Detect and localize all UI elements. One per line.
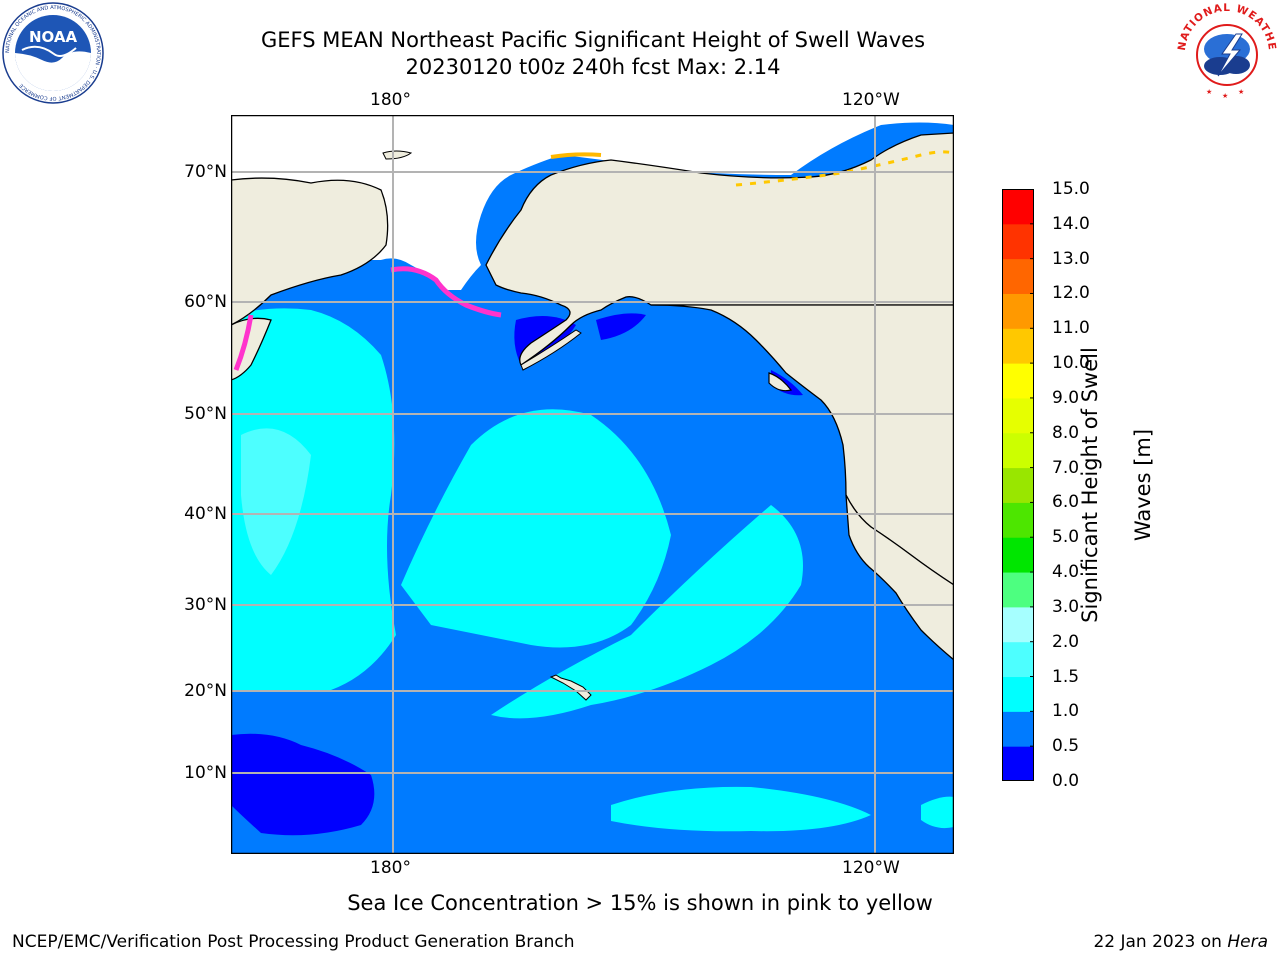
map-title: GEFS MEAN Northeast Pacific Significant … [260,28,926,52]
colorbar-segment [1002,293,1034,329]
swell-region-central-cyan [401,409,671,648]
colorbar-level-label: 9.0 [1052,387,1080,408]
colorbar-segment [1002,467,1034,503]
colorbar-segment [1002,223,1034,260]
colorbar-segment [1002,641,1034,678]
colorbar-level-label: 8.0 [1052,422,1080,443]
colorbar-segment [1002,363,1034,399]
lat-tick-70n: 70°N [184,162,227,182]
colorbar-level-label: 13.0 [1052,248,1090,269]
lon-tick-180-bottom: 180° [370,858,411,878]
graticule [231,115,954,854]
colorbar-level-label: 10.0 [1052,353,1090,374]
lon-tick-120w-bottom: 120°W [842,858,900,878]
svg-text:★: ★ [1206,88,1212,96]
swell-height-map [231,115,954,854]
colorbar-level-label: 7.0 [1052,457,1080,478]
lon-tick-120w-top: 120°W [842,90,900,110]
swell-region-southeast-cyan [491,505,803,719]
sea-ice-edge-chukchi [550,152,602,159]
noaa-logo: NATIONAL OCEANIC AND ATMOSPHERIC ADMINIS… [2,2,104,104]
footer-date-text: 22 Jan 2023 on [1093,932,1228,952]
colorbar-segment [1002,676,1034,712]
colorbar-level-label: 5.0 [1052,527,1080,548]
colorbar-level-label: 1.0 [1052,701,1080,722]
colorbar [1002,189,1034,781]
colorbar-label-line1: Significant Height of Swell [1078,347,1102,623]
colorbar-level-label: 11.0 [1052,318,1090,339]
sea-ice-note: Sea Ice Concentration > 15% is shown in … [347,891,933,915]
colorbar-level-label: 0.5 [1052,736,1080,757]
sea-ice-edge-kamchatka [233,314,254,371]
colorbar-level-label: 2.0 [1052,631,1080,652]
lat-tick-50n: 50°N [184,404,227,424]
colorbar-segment [1002,711,1034,747]
sea-ice-edge-bering [390,266,502,318]
low-swell-region-gulf [596,313,646,340]
footer-branch: NCEP/EMC/Verification Post Processing Pr… [12,932,575,952]
lat-tick-10n: 10°N [184,763,227,783]
low-swell-region-sw [231,733,375,836]
svg-text:★: ★ [1238,88,1244,96]
colorbar-segment [1002,572,1034,608]
arctic-ocean-region [231,115,954,290]
swell-region-south-band [611,786,871,832]
colorbar-segment [1002,432,1034,469]
lon-tick-180-top: 180° [370,90,411,110]
colorbar-level-label: 6.0 [1052,492,1080,513]
map-subtitle: 20230120 t00z 240h fcst Max: 2.14 [405,55,781,79]
land-vancouver-island [768,372,793,392]
sea-ice-edge-beaufort [735,150,954,187]
colorbar-segment [1002,746,1034,781]
nws-logo: NATIONAL WEATHER SERVICE ★ ★ ★ [1176,2,1277,102]
footer-host: Hera [1227,932,1268,952]
lat-tick-20n: 20°N [184,681,227,701]
land-aleutians [520,329,582,371]
lat-tick-40n: 40°N [184,504,227,524]
swell-region-west-light [241,428,311,575]
noaa-logo-text: NOAA [29,28,78,46]
colorbar-level-label: 15.0 [1052,179,1090,199]
colorbar-segment [1002,397,1034,434]
swell-region-west-cyan [231,308,396,690]
colorbar-segment [1002,606,1034,643]
colorbar-level-label: 3.0 [1052,596,1080,617]
colorbar-segment [1002,502,1034,538]
land-alaska [485,132,954,366]
colorbar-level-label: 12.0 [1052,283,1090,304]
footer-date: 22 Jan 2023 on Hera [1093,932,1268,952]
colorbar-level-label: 0.0 [1052,771,1080,791]
colorbar-level-label: 1.5 [1052,666,1080,687]
colorbar-segment [1002,328,1034,364]
land-siberia [231,177,389,326]
colorbar-level-label: 14.0 [1052,213,1090,234]
lat-tick-60n: 60°N [184,292,227,312]
colorbar-segment [1002,189,1034,225]
colorbar-label-line2: Waves [m] [1131,428,1155,542]
svg-text:★: ★ [1222,92,1228,100]
colorbar-level-label: 4.0 [1052,562,1080,583]
swell-region-far-se [921,796,954,829]
colorbar-segment [1002,537,1034,573]
lat-tick-30n: 30°N [184,595,227,615]
colorbar-segment [1002,258,1034,294]
